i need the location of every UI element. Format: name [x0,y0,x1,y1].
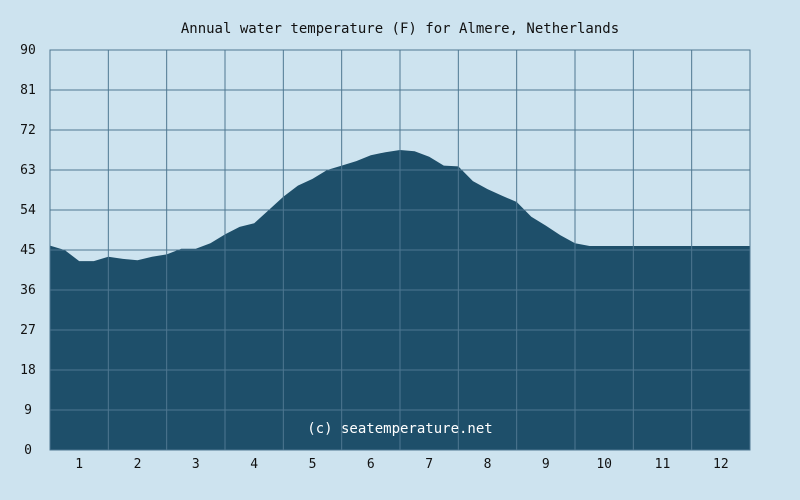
y-tick-label: 72 [20,123,36,138]
x-tick-label: 9 [542,457,550,472]
x-tick-label: 8 [484,457,492,472]
y-tick-label: 54 [20,203,36,218]
y-tick-label: 0 [24,443,32,458]
x-tick-label: 3 [192,457,200,472]
y-tick-label: 90 [20,43,36,58]
plot-border [49,49,751,451]
y-tick-label: 81 [20,83,36,98]
x-tick-label: 6 [367,457,375,472]
y-tick-label: 27 [20,323,36,338]
watermark: (c) seatemperature.net [307,421,492,437]
plot-area [49,49,751,451]
x-tick-label: 11 [655,457,671,472]
y-axis: 0 9 18 27 36 45 54 63 72 81 90 [20,43,36,458]
x-tick-label: 12 [713,457,729,472]
y-tick-label: 36 [20,283,36,298]
chart-title: Annual water temperature (F) for Almere,… [181,21,619,37]
x-tick-label: 5 [309,457,317,472]
y-tick-label: 18 [20,363,36,378]
x-axis: 1 2 3 4 5 6 7 8 9 10 11 12 [75,457,728,472]
x-tick-label: 4 [250,457,258,472]
x-tick-label: 7 [425,457,433,472]
y-tick-label: 45 [20,243,36,258]
x-tick-label: 10 [596,457,612,472]
x-tick-label: 2 [134,457,142,472]
y-tick-label: 9 [24,403,32,418]
y-tick-label: 63 [20,163,36,178]
x-tick-label: 1 [75,457,83,472]
